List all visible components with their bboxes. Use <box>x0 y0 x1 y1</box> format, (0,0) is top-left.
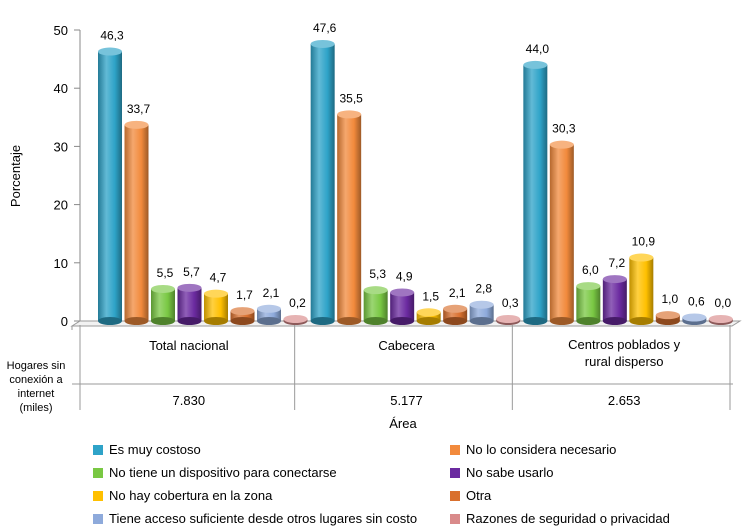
bar <box>230 307 255 325</box>
data-label: 6,0 <box>582 263 599 277</box>
legend-item: Tiene acceso suficiente desde otros luga… <box>93 511 417 526</box>
data-label: 0,2 <box>289 296 306 310</box>
bar <box>151 284 175 325</box>
bar <box>496 315 521 325</box>
data-label: 10,9 <box>632 235 656 249</box>
bar <box>98 47 122 325</box>
data-label: 2,8 <box>475 282 492 296</box>
data-label: 0,3 <box>502 296 519 310</box>
bar <box>283 315 308 325</box>
data-label: 0,6 <box>688 295 705 309</box>
data-label: 4,9 <box>396 269 413 283</box>
data-label: 5,5 <box>157 266 174 280</box>
legend-label: Otra <box>466 488 492 503</box>
x-category-label: Centros poblados y <box>568 337 681 352</box>
legend-swatch <box>93 468 103 478</box>
data-label: 2,1 <box>263 286 280 300</box>
y-tick-label: 10 <box>54 256 68 271</box>
data-label: 7,2 <box>608 256 625 270</box>
data-label: 0,0 <box>714 296 731 310</box>
bar <box>682 313 707 325</box>
y-tick-label: 0 <box>61 314 68 329</box>
legend-item: No lo considera necesario <box>450 442 616 457</box>
households-value: 7.830 <box>173 393 206 408</box>
data-label: 46,3 <box>100 29 124 43</box>
data-label: 1,0 <box>661 292 678 306</box>
x-category-label: Total nacional <box>149 338 229 353</box>
x-category-label: rural disperso <box>585 354 664 369</box>
legend-label: No sabe usarlo <box>466 465 554 480</box>
y-tick-label: 50 <box>54 23 68 38</box>
legend-swatch <box>450 514 460 524</box>
data-label: 1,5 <box>422 289 439 303</box>
legend-item: Razones de seguridad o privacidad <box>450 511 670 526</box>
legend-item: No tiene un dispositivo para conectarse <box>93 465 337 480</box>
y-tick-label: 20 <box>54 198 68 213</box>
bar <box>177 283 202 325</box>
data-label: 2,1 <box>449 286 466 300</box>
bar <box>337 110 362 325</box>
data-label: 47,6 <box>313 21 337 35</box>
bar <box>655 311 680 325</box>
bar <box>708 315 733 325</box>
legend-swatch <box>450 445 460 455</box>
legend-label: Razones de seguridad o privacidad <box>466 511 670 526</box>
bar <box>523 60 548 325</box>
data-label: 5,3 <box>369 267 386 281</box>
legend-swatch <box>93 491 103 501</box>
data-label: 33,7 <box>127 102 151 116</box>
legend-item: No hay cobertura en la zona <box>93 488 272 503</box>
bar <box>602 275 627 325</box>
households-row-label: (miles) <box>20 402 53 414</box>
bar <box>469 300 494 325</box>
households-row-label: Hogares sin <box>7 360 66 372</box>
bar <box>443 304 468 325</box>
bar <box>576 282 601 325</box>
bar <box>629 253 654 325</box>
x-category-label: Cabecera <box>378 338 435 353</box>
legend-label: Tiene acceso suficiente desde otros luga… <box>109 511 418 526</box>
households-value: 2.653 <box>608 393 641 408</box>
legend-swatch <box>450 491 460 501</box>
y-axis-title: Porcentaje <box>8 145 23 207</box>
legend-swatch <box>93 514 103 524</box>
data-label: 4,7 <box>210 271 227 285</box>
data-label: 30,3 <box>552 122 576 136</box>
y-tick-label: 40 <box>54 81 68 96</box>
legend-swatch <box>93 445 103 455</box>
legend-label: No tiene un dispositivo para conectarse <box>109 465 337 480</box>
bar <box>549 140 574 325</box>
bar <box>310 39 335 325</box>
legend-item: Otra <box>450 488 491 503</box>
households-row-label: conexión a <box>9 374 63 386</box>
legend-swatch <box>450 468 460 478</box>
bar <box>257 304 281 325</box>
bar <box>124 120 149 325</box>
households-row-label: internet <box>18 388 55 400</box>
x-axis-title: Área <box>389 416 417 431</box>
bar <box>363 286 388 325</box>
legend-item: No sabe usarlo <box>450 465 553 480</box>
bar <box>390 288 415 325</box>
data-label: 35,5 <box>339 91 363 105</box>
data-label: 5,7 <box>183 265 200 279</box>
legend-item: Es muy costoso <box>93 442 201 457</box>
legend-label: No lo considera necesario <box>466 442 617 457</box>
y-tick-label: 30 <box>54 139 68 154</box>
data-label: 1,7 <box>236 288 253 302</box>
bar <box>204 289 228 325</box>
data-label: 44,0 <box>526 42 550 56</box>
legend-label: Es muy costoso <box>109 442 201 457</box>
bar <box>416 308 441 325</box>
households-value: 5.177 <box>390 393 423 408</box>
legend-label: No hay cobertura en la zona <box>109 488 273 503</box>
